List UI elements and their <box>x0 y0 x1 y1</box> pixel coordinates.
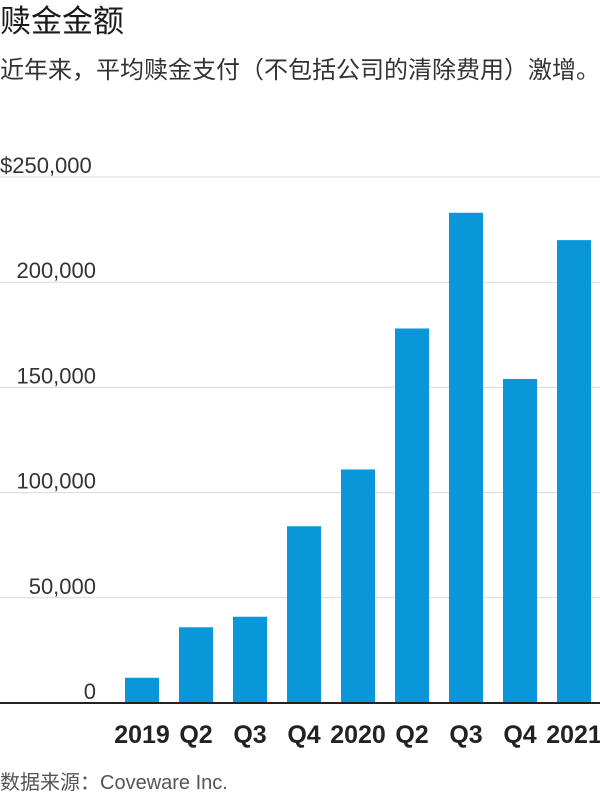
bar <box>179 627 213 703</box>
bar <box>125 677 159 703</box>
x-tick-label: 2019 <box>114 721 170 749</box>
bars <box>0 212 600 704</box>
bar <box>341 469 375 703</box>
source-name: Coveware Inc. <box>100 772 228 794</box>
tick-labels: 0 50,000 100,000 150,000 200,000 $250,000 2019… <box>0 153 600 749</box>
x-tick-label: Q3 <box>449 721 482 749</box>
chart-title: 赎金金额 <box>0 4 124 40</box>
y-tick-label: 50,000 <box>29 574 96 599</box>
source-label: 数据来源： <box>0 770 100 794</box>
bar-chart: 0 50,000 100,000 150,000 200,000 $250,000 2019… <box>0 153 600 749</box>
source-note: 数据来源：Coveware Inc. <box>0 768 600 797</box>
x-tick-label: Q2 <box>179 721 212 749</box>
y-tick-label: 200,000 <box>16 258 96 283</box>
y-tick-label: 150,000 <box>16 363 96 388</box>
bar <box>449 212 483 703</box>
y-tick-label: 100,000 <box>16 469 96 494</box>
chart-subtitle: 近年来，平均赎金支付（不包括公司的清除费用）激增。 <box>0 56 600 84</box>
bar <box>557 240 591 703</box>
bar <box>287 526 321 703</box>
bar <box>395 328 429 703</box>
x-tick-label: Q3 <box>233 721 266 749</box>
x-tick-label: Q2 <box>395 721 428 749</box>
x-tick-label: 2020 <box>330 721 386 749</box>
x-tick-label: Q4 <box>503 721 536 749</box>
y-tick-label: 0 <box>84 679 96 704</box>
gridlines <box>0 176 600 599</box>
bar <box>233 616 267 703</box>
bar <box>503 378 537 703</box>
x-tick-label: 2021 <box>546 721 600 749</box>
x-tick-label: Q4 <box>287 721 320 749</box>
y-tick-label: $250,000 <box>0 153 92 178</box>
